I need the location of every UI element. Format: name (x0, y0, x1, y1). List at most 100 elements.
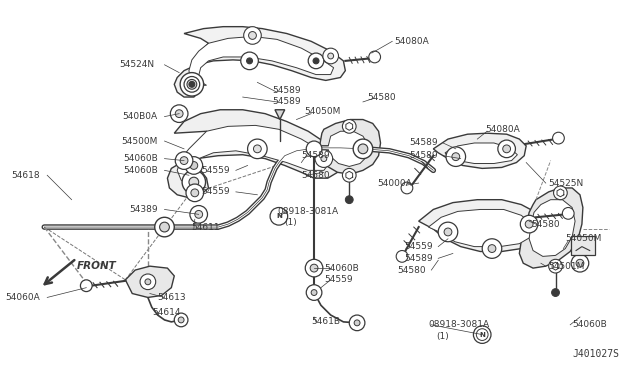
Circle shape (191, 189, 198, 197)
Polygon shape (346, 171, 353, 179)
Polygon shape (328, 131, 369, 166)
Text: 54580: 54580 (397, 266, 426, 275)
Text: 54580: 54580 (301, 171, 330, 180)
Polygon shape (419, 200, 544, 251)
Circle shape (270, 208, 287, 225)
Circle shape (307, 285, 322, 300)
Polygon shape (557, 189, 564, 197)
Polygon shape (168, 110, 340, 198)
Circle shape (554, 186, 567, 200)
Circle shape (321, 156, 327, 161)
Text: 54500M: 54500M (122, 137, 157, 145)
Circle shape (180, 157, 188, 164)
Text: 54589: 54589 (301, 151, 330, 160)
Text: 54589: 54589 (272, 97, 301, 106)
Text: 54080A: 54080A (485, 125, 520, 134)
Text: 54060B: 54060B (572, 320, 607, 329)
Text: 08918-3081A: 08918-3081A (428, 320, 490, 329)
Circle shape (145, 279, 151, 285)
Text: N: N (276, 213, 282, 219)
Text: 5461B: 5461B (311, 317, 340, 326)
Circle shape (328, 53, 333, 59)
Circle shape (401, 182, 413, 194)
Text: N: N (479, 331, 485, 337)
Polygon shape (174, 27, 346, 97)
Circle shape (563, 208, 574, 219)
Text: 54559: 54559 (404, 242, 433, 251)
Circle shape (174, 313, 188, 327)
Text: (1): (1) (436, 332, 449, 341)
Circle shape (308, 53, 324, 69)
Polygon shape (519, 188, 583, 268)
Text: 54559: 54559 (202, 166, 230, 175)
Circle shape (396, 250, 408, 262)
Text: 54060B: 54060B (123, 154, 157, 163)
Text: 54589: 54589 (410, 151, 438, 160)
Circle shape (175, 152, 193, 169)
Text: FRONT: FRONT (77, 261, 116, 271)
Polygon shape (189, 36, 333, 85)
Polygon shape (125, 266, 174, 298)
Circle shape (253, 145, 261, 153)
Circle shape (248, 139, 267, 158)
Text: 08918-3081A: 08918-3081A (277, 207, 338, 216)
Circle shape (552, 289, 559, 296)
Text: 54559: 54559 (202, 187, 230, 196)
Circle shape (190, 161, 198, 169)
Circle shape (498, 140, 515, 158)
Polygon shape (428, 209, 533, 247)
Circle shape (438, 222, 458, 242)
Circle shape (170, 105, 188, 122)
Text: 54060B: 54060B (324, 264, 358, 273)
Circle shape (444, 228, 452, 236)
Text: 54559: 54559 (324, 275, 353, 284)
Polygon shape (320, 119, 381, 174)
Polygon shape (346, 122, 353, 130)
Circle shape (246, 58, 252, 64)
Polygon shape (445, 143, 517, 164)
Circle shape (241, 52, 259, 70)
Circle shape (187, 80, 196, 89)
Circle shape (349, 315, 365, 331)
Circle shape (307, 141, 322, 157)
Text: 54580: 54580 (531, 219, 560, 229)
Text: 54611: 54611 (191, 222, 220, 231)
Text: (1): (1) (285, 218, 298, 227)
Text: 54525N: 54525N (548, 179, 584, 187)
Text: 54000A: 54000A (377, 179, 412, 187)
Text: 54080A: 54080A (394, 37, 429, 46)
Circle shape (248, 32, 257, 39)
Text: 54060B: 54060B (123, 166, 157, 175)
Polygon shape (529, 200, 575, 256)
Circle shape (81, 280, 92, 292)
Polygon shape (275, 110, 285, 119)
Circle shape (305, 259, 323, 277)
Circle shape (488, 245, 496, 253)
Circle shape (244, 27, 261, 44)
Circle shape (576, 259, 584, 267)
Circle shape (182, 170, 205, 194)
Text: 54614: 54614 (152, 308, 180, 317)
Circle shape (186, 184, 204, 202)
Circle shape (311, 290, 317, 295)
Text: 54524N: 54524N (120, 60, 155, 69)
Circle shape (189, 81, 195, 87)
Circle shape (503, 145, 511, 153)
Polygon shape (552, 262, 559, 270)
Circle shape (178, 317, 184, 323)
Text: 54613: 54613 (157, 293, 186, 302)
Circle shape (474, 326, 491, 343)
Circle shape (185, 157, 203, 174)
Circle shape (452, 153, 460, 161)
Circle shape (313, 58, 319, 64)
Text: 54050M: 54050M (565, 234, 602, 243)
Circle shape (195, 211, 203, 218)
Text: 54580: 54580 (367, 93, 396, 102)
Text: 54050M: 54050M (304, 107, 340, 116)
Circle shape (342, 169, 356, 182)
Circle shape (140, 274, 156, 290)
Circle shape (358, 144, 368, 154)
Text: 54589: 54589 (404, 254, 433, 263)
Circle shape (525, 220, 533, 228)
Circle shape (159, 222, 170, 232)
